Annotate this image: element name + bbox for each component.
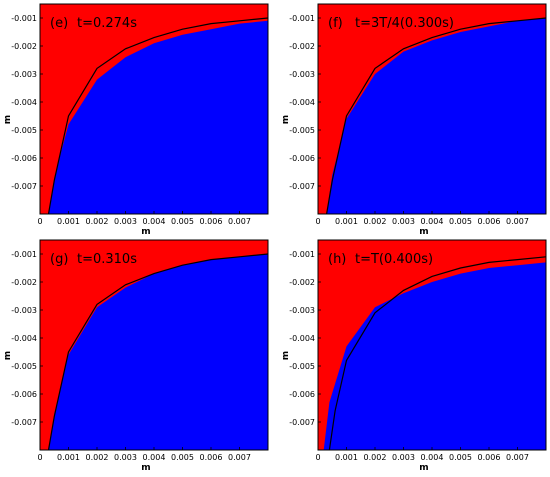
panel-label: (h) bbox=[328, 252, 346, 267]
x-tick-label: 0.006 bbox=[478, 453, 501, 462]
y-tick-label: -0.007 bbox=[11, 418, 37, 427]
x-axis-label: m bbox=[141, 463, 150, 473]
x-tick-label: 0.002 bbox=[364, 217, 387, 226]
x-tick-label: 0.007 bbox=[228, 453, 251, 462]
lower-region bbox=[48, 254, 268, 450]
x-tick-label: 0 bbox=[315, 453, 320, 462]
y-axis-label: m bbox=[3, 351, 13, 360]
x-tick-label: 0 bbox=[37, 453, 42, 462]
lower-region bbox=[326, 18, 546, 214]
panel-label: (g) bbox=[50, 252, 68, 267]
x-tick-label: 0.002 bbox=[86, 453, 109, 462]
x-tick-label: 0.001 bbox=[57, 217, 80, 226]
x-tick-label: 0.004 bbox=[143, 217, 166, 226]
lower-region bbox=[48, 20, 268, 214]
x-tick-label: 0.003 bbox=[392, 453, 415, 462]
x-tick-label: 0.005 bbox=[171, 453, 194, 462]
y-tick-label: -0.003 bbox=[289, 70, 315, 79]
y-tick-label: -0.007 bbox=[289, 182, 315, 191]
panel-title: t=0.274s bbox=[77, 16, 137, 31]
y-axis-label: m bbox=[281, 115, 291, 124]
x-tick-label: 0.004 bbox=[421, 217, 444, 226]
panel-label: (e) bbox=[50, 16, 68, 31]
y-tick-label: -0.005 bbox=[289, 362, 315, 371]
y-tick-label: -0.005 bbox=[289, 126, 315, 135]
y-axis-label: m bbox=[281, 351, 291, 360]
x-tick-label: 0.007 bbox=[506, 453, 529, 462]
x-tick-label: 0.001 bbox=[57, 453, 80, 462]
panel-title: t=T(0.400s) bbox=[355, 252, 433, 267]
panel-1: 0 0.001 0.002 0.003 0.004 0.005 0.006 0.007 -0.0… bbox=[281, 3, 547, 237]
x-tick-label: 0.001 bbox=[335, 217, 358, 226]
x-tick-label: 0.002 bbox=[86, 217, 109, 226]
x-tick-label: 0.002 bbox=[364, 453, 387, 462]
y-tick-label: -0.004 bbox=[289, 334, 315, 343]
panel-2: 0 0.001 0.002 0.003 0.004 0.005 0.006 0.007 -0.0… bbox=[3, 239, 269, 473]
panel-0: 0 0.001 0.002 0.003 0.004 0.005 0.006 0.007 -0.0… bbox=[3, 3, 269, 237]
x-tick-label: 0.005 bbox=[449, 217, 472, 226]
y-tick-label: -0.002 bbox=[11, 278, 37, 287]
x-axis-label: m bbox=[141, 227, 150, 237]
y-tick-label: -0.006 bbox=[11, 154, 37, 163]
x-tick-label: 0.006 bbox=[200, 453, 223, 462]
x-tick-label: 0.003 bbox=[114, 453, 137, 462]
x-tick-label: 0.004 bbox=[143, 453, 166, 462]
panel-3: 0 0.001 0.002 0.003 0.004 0.005 0.006 0.007 -0.0… bbox=[281, 239, 547, 473]
x-tick-label: 0.007 bbox=[506, 217, 529, 226]
y-tick-label: -0.002 bbox=[289, 42, 315, 51]
y-tick-label: -0.005 bbox=[11, 126, 37, 135]
y-tick-label: -0.006 bbox=[289, 154, 315, 163]
y-tick-label: -0.006 bbox=[11, 390, 37, 399]
x-axis-label: m bbox=[419, 227, 428, 237]
x-axis-label: m bbox=[419, 463, 428, 473]
reference-curve bbox=[326, 17, 546, 214]
y-tick-label: -0.007 bbox=[289, 418, 315, 427]
y-tick-label: -0.003 bbox=[289, 306, 315, 315]
y-tick-label: -0.002 bbox=[11, 42, 37, 51]
y-tick-label: -0.003 bbox=[11, 306, 37, 315]
x-tick-label: 0.005 bbox=[171, 217, 194, 226]
y-tick-label: -0.004 bbox=[289, 98, 315, 107]
x-tick-label: 0.006 bbox=[200, 217, 223, 226]
x-tick-label: 0.001 bbox=[335, 453, 358, 462]
panel-label: (f) bbox=[328, 16, 343, 31]
panel-title: t=3T/4(0.300s) bbox=[355, 16, 454, 31]
x-tick-label: 0.003 bbox=[392, 217, 415, 226]
x-tick-label: 0.006 bbox=[478, 217, 501, 226]
x-tick-label: 0.005 bbox=[449, 453, 472, 462]
y-tick-label: -0.004 bbox=[11, 334, 37, 343]
y-tick-label: -0.004 bbox=[11, 98, 37, 107]
x-tick-label: 0.004 bbox=[421, 453, 444, 462]
x-tick-label: 0.007 bbox=[228, 217, 251, 226]
y-tick-label: -0.001 bbox=[289, 14, 315, 23]
reference-curve bbox=[328, 256, 546, 450]
y-tick-label: -0.001 bbox=[11, 250, 37, 259]
y-tick-label: -0.003 bbox=[11, 70, 37, 79]
reference-curve bbox=[47, 253, 268, 450]
y-axis-label: m bbox=[3, 115, 13, 124]
panel-title: t=0.310s bbox=[77, 252, 137, 267]
x-tick-label: 0.003 bbox=[114, 217, 137, 226]
x-tick-label: 0 bbox=[37, 217, 42, 226]
y-tick-label: -0.006 bbox=[289, 390, 315, 399]
y-tick-label: -0.005 bbox=[11, 362, 37, 371]
y-tick-label: -0.001 bbox=[289, 250, 315, 259]
y-tick-label: -0.001 bbox=[11, 14, 37, 23]
y-tick-label: -0.007 bbox=[11, 182, 37, 191]
y-tick-label: -0.002 bbox=[289, 278, 315, 287]
x-tick-label: 0 bbox=[315, 217, 320, 226]
reference-curve bbox=[47, 17, 268, 214]
